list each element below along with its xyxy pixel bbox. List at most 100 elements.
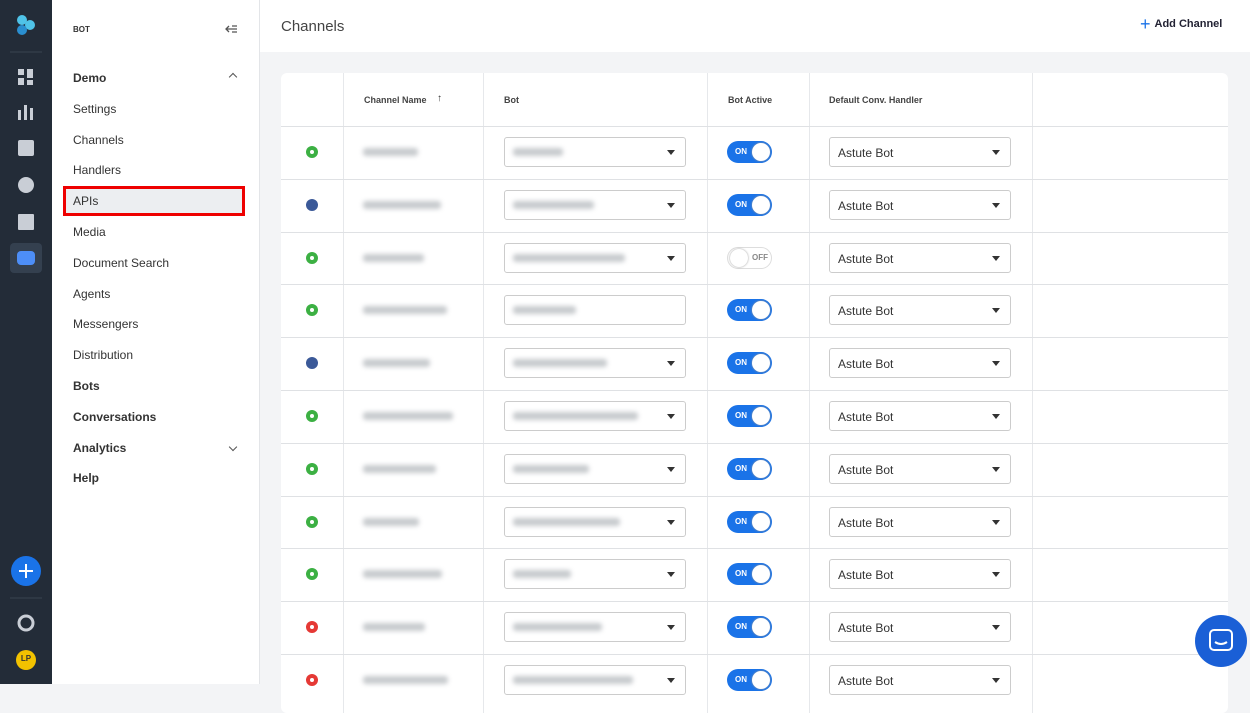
menu-item[interactable]: Channels [73,132,124,147]
bot-select[interactable] [504,401,686,431]
bot-select[interactable] [504,453,686,484]
channel-icon-inner [309,571,315,578]
bot-active-toggle[interactable]: ON [727,193,772,216]
menu-item[interactable]: Bots [73,379,100,393]
handler-select[interactable]: Astute Bot [829,348,1011,379]
row-divider [281,126,1228,127]
handler-name: Astute Bot [838,198,894,213]
caret [667,414,675,419]
menu-item[interactable]: APIs [73,194,99,209]
handler-select[interactable]: Astute Bot [829,612,1011,643]
bot-active-toggle[interactable]: ON [727,299,772,322]
channel-icon [306,251,318,264]
handler-name: Astute Bot [838,621,894,636]
bot-select[interactable] [504,348,686,379]
page-title: Channels [281,18,345,35]
menu-item[interactable]: Distribution [73,348,134,363]
bot-select[interactable] [504,612,686,643]
channel-name-blurred [363,517,419,526]
handler-select[interactable]: Astute Bot [829,295,1011,326]
handler-name: Astute Bot [838,462,894,477]
sort-arrow: ↑ [437,93,442,104]
bot-select[interactable] [504,137,686,167]
collapse-icon[interactable] [224,22,238,36]
caret [667,625,675,631]
handler-select[interactable]: Astute Bot [829,137,1011,167]
handler-name: Astute Bot [838,515,894,530]
bot-active-toggle[interactable]: ON [727,457,772,480]
channel-icon [306,621,318,634]
menu-item[interactable]: Settings [73,101,117,116]
channel-icon-inner [309,624,315,631]
caret [992,414,1000,419]
add-channel-label[interactable]: Add Channel [1154,18,1223,30]
bot-select[interactable] [504,189,686,220]
bot-active-toggle[interactable]: ON [727,352,772,375]
caret [667,678,675,683]
menu-item[interactable]: Document Search [73,255,170,270]
sidebar-section: BOT [73,25,90,34]
bot-name-blurred [513,200,594,209]
bot-active-toggle[interactable]: ON [727,669,772,691]
menu-item[interactable]: Conversations [73,409,157,424]
handler-select[interactable]: Astute Bot [829,665,1011,695]
toggle-label: OFF [752,252,768,262]
caret [992,308,1000,314]
toggle-label: ON [735,147,747,156]
menu-item[interactable]: Analytics [73,440,127,455]
caret [667,466,675,472]
row-divider [281,231,1228,233]
bot-active-toggle[interactable]: ON [727,563,772,586]
menu-item[interactable]: Messengers [73,317,139,332]
bot-name-blurred [513,570,571,579]
handler-select[interactable]: Astute Bot [829,189,1011,220]
toggle-label: ON [735,463,747,473]
bot-select[interactable] [504,559,686,590]
rail-icons [10,15,42,670]
column-header: Bot Active [728,95,773,105]
channel-name-blurred [363,359,430,368]
bot-select[interactable] [504,295,686,326]
menu-item[interactable]: Media [73,225,106,239]
bot-active-toggle[interactable]: ON [727,616,772,639]
column-divider [707,73,708,713]
handler-select[interactable]: Astute Bot [829,242,1011,273]
bot-active-toggle[interactable]: ON [727,405,772,427]
handler-select[interactable]: Astute Bot [829,453,1011,484]
column-header[interactable]: Channel Name [364,95,427,105]
bot-select[interactable] [504,665,686,695]
menu-item[interactable]: Help [73,471,100,486]
handler-select[interactable]: Astute Bot [829,506,1011,537]
bot-select[interactable] [504,506,686,537]
handler-name: Astute Bot [838,568,894,583]
bot-active-toggle[interactable]: ON [727,510,772,533]
channel-icon-inner [309,677,315,683]
channel-icon-inner [309,201,315,208]
menu-item[interactable]: Demo [73,71,107,85]
handler-name: Astute Bot [838,251,894,266]
handler-select[interactable]: Astute Bot [829,559,1011,590]
channel-name-blurred [363,623,425,632]
caret [992,466,1000,472]
toggle-label: ON [735,411,747,420]
chevron [228,72,238,82]
toggle-knob [752,459,770,478]
toggle-knob [752,143,770,161]
column-divider [1032,73,1033,713]
bot-active-toggle[interactable]: OFF [727,246,772,269]
menu-item[interactable]: Handlers [73,163,122,178]
chat-launcher[interactable] [1195,615,1247,667]
bot-select[interactable] [504,242,686,273]
caret [992,202,1000,208]
caret [992,519,1000,525]
handler-select[interactable]: Astute Bot [829,401,1011,431]
bot-active-toggle[interactable]: ON [727,141,772,163]
channel-icon [306,568,318,581]
row-divider [281,654,1228,655]
channel-icon [306,304,318,317]
menu-item[interactable]: Agents [73,286,111,301]
add-channel-button[interactable]: + Add Channel [1140,14,1223,34]
toggle-knob [752,195,770,214]
toggle-knob [752,407,770,425]
